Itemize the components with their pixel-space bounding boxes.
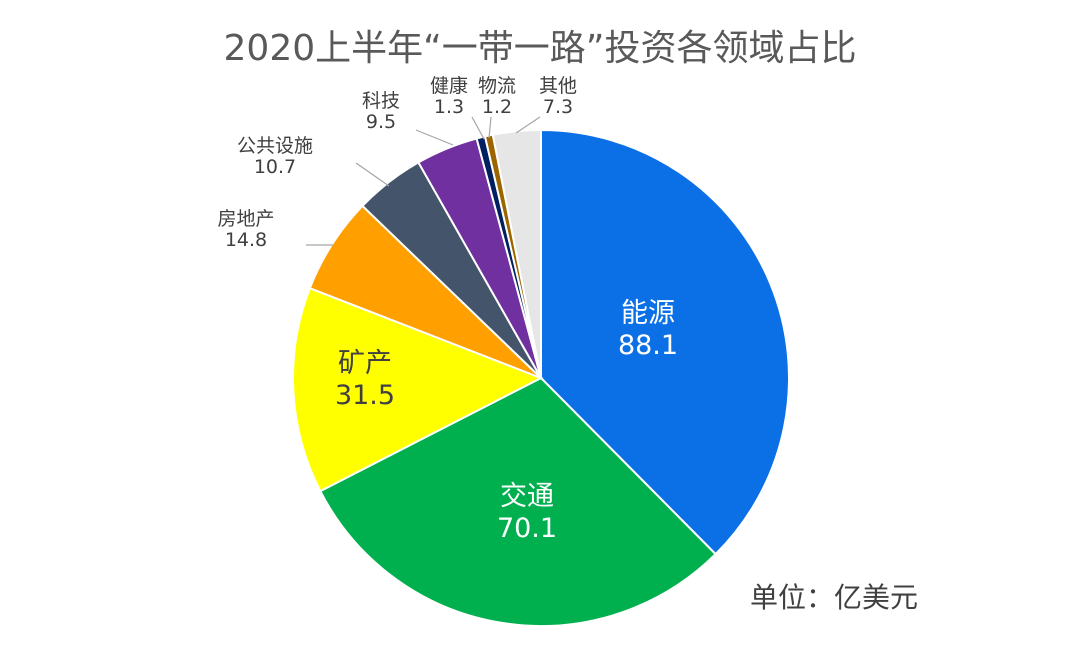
leader-line-8 bbox=[515, 116, 541, 134]
slice-label-5: 科技 bbox=[362, 90, 400, 112]
slice-value-2: 31.5 bbox=[335, 380, 395, 411]
slice-2 bbox=[291, 286, 544, 493]
slice-0 bbox=[540, 128, 790, 556]
slice-value-8: 7.3 bbox=[543, 96, 573, 118]
slice-label-2: 矿产 bbox=[338, 348, 392, 379]
slice-value-5: 9.5 bbox=[366, 111, 396, 133]
slice-label-3: 房地产 bbox=[217, 208, 274, 230]
pie-slices bbox=[291, 128, 790, 628]
slice-label-1: 交通 bbox=[500, 481, 554, 512]
slice-label-7: 物流 bbox=[478, 75, 516, 97]
slice-value-1: 70.1 bbox=[497, 513, 557, 544]
slice-label-0: 能源 bbox=[621, 298, 675, 329]
leader-line-4 bbox=[355, 162, 390, 187]
unit-note: 单位：亿美元 bbox=[750, 581, 918, 614]
slice-8 bbox=[491, 128, 542, 379]
slice-1 bbox=[318, 376, 718, 628]
slice-label-6: 健康 bbox=[430, 75, 468, 97]
slice-value-3: 14.8 bbox=[225, 229, 267, 251]
slice-value-4: 10.7 bbox=[254, 156, 296, 178]
slice-value-0: 88.1 bbox=[618, 330, 678, 361]
leader-line-6 bbox=[471, 116, 485, 140]
leader-line-5 bbox=[415, 129, 454, 146]
slice-value-6: 1.3 bbox=[434, 96, 464, 118]
slice-value-7: 1.2 bbox=[482, 96, 512, 118]
slice-label-8: 其他 bbox=[539, 75, 577, 97]
chart-title: 2020上半年“一带一路”投资各领域占比 bbox=[224, 28, 857, 69]
slice-label-4: 公共设施 bbox=[237, 135, 313, 157]
leader-line-7 bbox=[488, 116, 492, 139]
leader-lines bbox=[306, 116, 541, 246]
